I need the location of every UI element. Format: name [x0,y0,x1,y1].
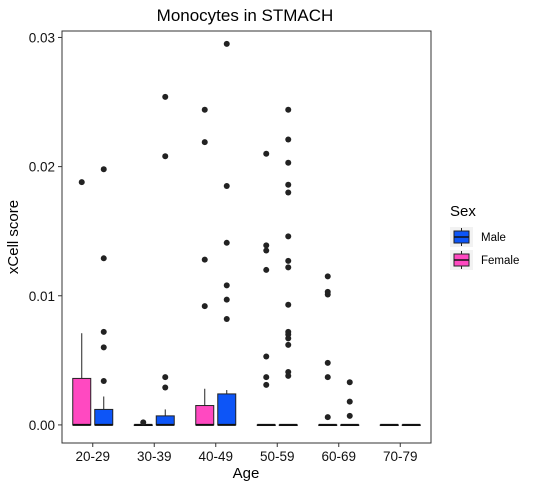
outlier-point [285,181,292,188]
y-axis-title: xCell score [5,200,22,274]
box-male-70-79 [401,423,421,427]
outlier-point [285,189,292,196]
chart-title: Monocytes in STMACH [157,6,334,25]
outlier-point [263,353,270,360]
box-body [72,377,92,426]
outlier-point [100,255,107,262]
legend: Sex Male Female [450,203,519,270]
outlier-point [223,282,230,289]
outlier-point [100,328,107,335]
legend-title: Sex [450,203,476,220]
outlier-point [140,419,147,426]
outlier-point [223,316,230,323]
outlier-point [162,93,169,100]
outlier-point [223,296,230,303]
outlier-point [285,264,292,271]
outlier-point [285,328,292,335]
outlier-point [263,150,270,157]
box-female-70-79 [379,423,399,427]
outlier-point [285,159,292,166]
x-tick-label: 70-79 [383,449,418,464]
outlier-point [100,166,107,173]
outlier-point [346,398,353,405]
box-male-20-29 [94,166,114,426]
outlier-point [324,359,331,366]
box-female-30-39 [133,419,153,427]
y-tick-label: 0.02 [29,160,55,175]
outlier-point [201,256,208,263]
y-tick-label: 0.01 [29,289,55,304]
x-axis-title: Age [233,465,260,482]
box-male-60-69 [340,379,360,427]
outlier-point [285,106,292,113]
outlier-point [162,153,169,160]
outlier-point [324,288,331,295]
outlier-point [78,179,85,186]
x-tick-label: 60-69 [321,449,356,464]
box-female-40-49 [195,106,215,426]
outlier-point [285,301,292,308]
y-axis: 0.00 0.01 0.02 0.03 [29,30,62,433]
legend-label: Male [481,232,506,244]
box-male-30-39 [155,93,175,426]
outlier-point [263,381,270,388]
outlier-point [100,378,107,385]
outlier-point [285,368,292,375]
outlier-point [346,412,353,419]
legend-item-male: Male [450,227,506,247]
outlier-point [346,379,353,386]
box-female-50-59 [256,150,276,427]
outlier-point [201,139,208,146]
outlier-point [285,233,292,240]
box-male-40-49 [217,40,237,426]
box-body [155,415,175,426]
y-tick-label: 0.00 [29,418,55,433]
outlier-point [223,182,230,189]
x-tick-label: 50-59 [260,449,295,464]
box-body [195,405,215,426]
legend-item-female: Female [450,250,519,270]
box-body [94,408,114,426]
box-layer [72,40,421,427]
box-female-60-69 [318,273,338,427]
outlier-point [263,242,270,249]
outlier-point [285,341,292,348]
outlier-point [324,414,331,421]
box-female-20-29 [72,179,92,426]
outlier-point [324,374,331,381]
plot-panel [61,30,432,444]
outlier-point [285,136,292,143]
outlier-point [263,374,270,381]
outlier-point [201,303,208,310]
outlier-point [324,273,331,280]
x-axis: 20-29 30-39 40-49 50-59 60-69 70-79 [75,443,418,464]
x-tick-label: 20-29 [75,449,110,464]
outlier-point [162,374,169,381]
outlier-point [201,106,208,113]
box-body [217,393,237,426]
outlier-point [100,344,107,351]
outlier-point [285,257,292,264]
legend-label: Female [481,255,519,267]
outlier-point [263,247,270,254]
outlier-point [223,40,230,47]
outlier-point [223,239,230,246]
outlier-point [263,266,270,273]
x-tick-label: 40-49 [198,449,233,464]
outlier-point [162,384,169,391]
y-tick-label: 0.03 [29,30,55,45]
box-male-50-59 [278,106,298,427]
x-tick-label: 30-39 [137,449,172,464]
